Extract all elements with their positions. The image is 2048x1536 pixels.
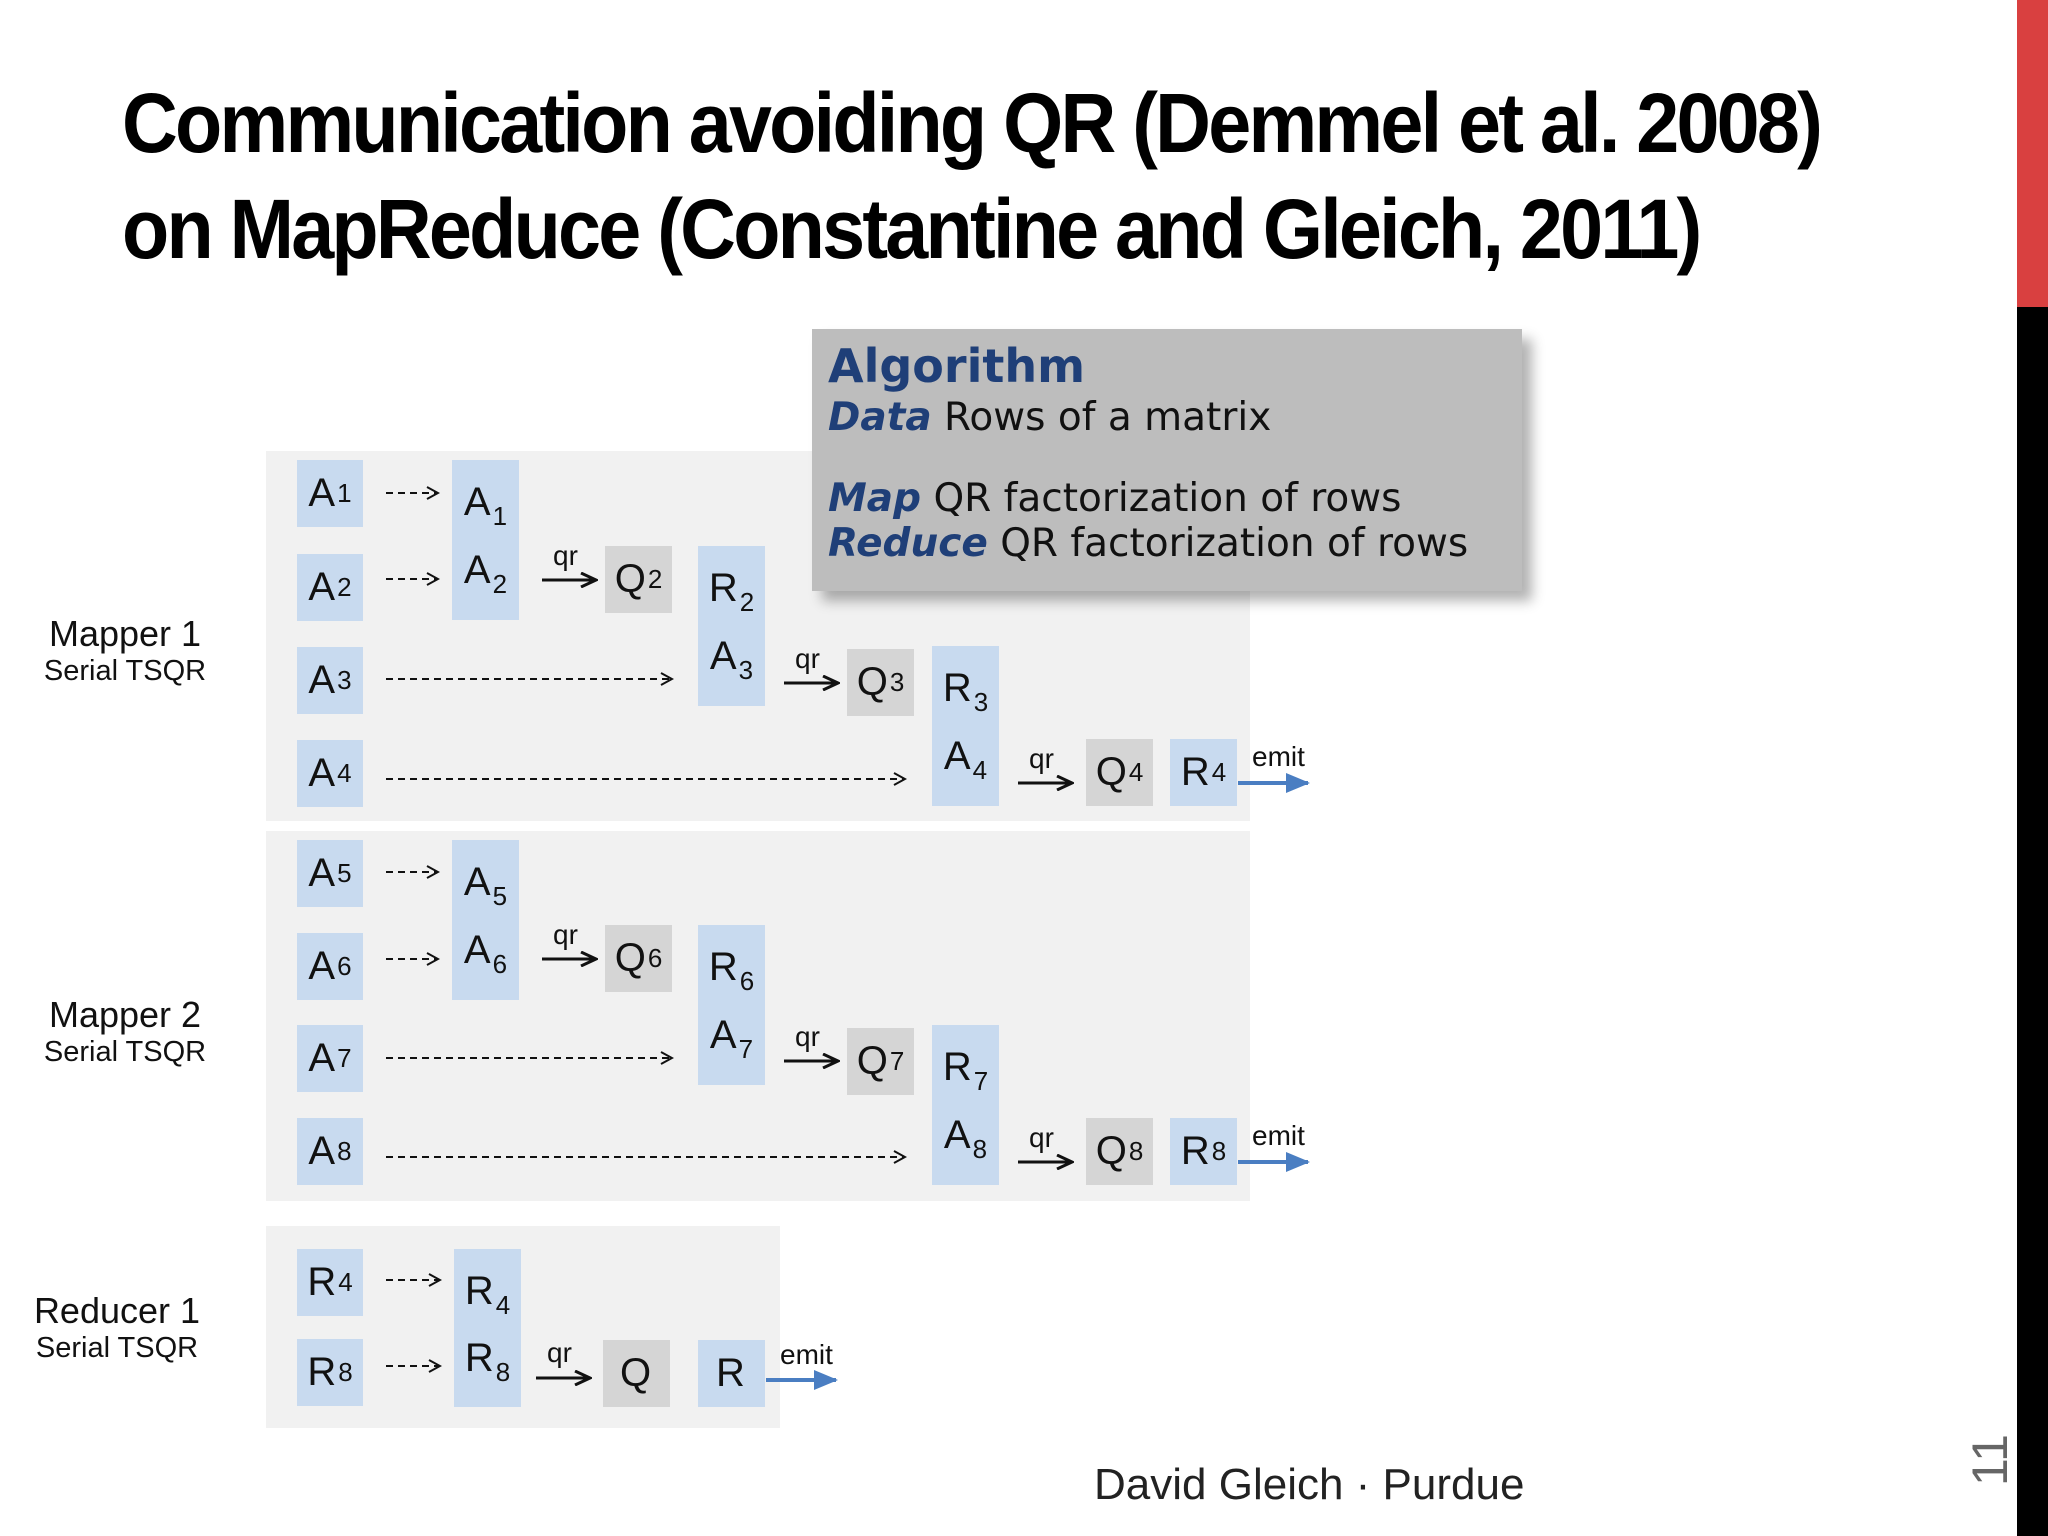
- algorithm-line-data: Data Rows of a matrix: [828, 395, 1272, 440]
- stage-label-reducer-1: Reducer 1 Serial TSQR: [12, 1290, 222, 1365]
- stage-subtitle: Serial TSQR: [35, 1332, 199, 1364]
- emit-label: emit: [1252, 741, 1305, 772]
- stacked-block: R6 A7: [698, 925, 765, 1085]
- emit-label: emit: [780, 1339, 833, 1370]
- algorithm-line-map: Map QR factorization of rows: [828, 476, 1402, 521]
- stage-name: Mapper 1: [48, 613, 202, 654]
- footer-credit: David Gleich · Purdue: [1094, 1460, 1525, 1509]
- qr-label: qr: [547, 1337, 572, 1368]
- algorithm-line-reduce: Reduce QR factorization of rows: [828, 521, 1469, 566]
- stage-name: Reducer 1: [33, 1290, 201, 1331]
- title-line-1: Communication avoiding QR (Demmel et al.…: [122, 76, 1823, 170]
- stacked-block: R2 A3: [698, 546, 765, 706]
- stacked-block: R3 A4: [932, 646, 999, 806]
- qr-label: qr: [553, 540, 578, 571]
- accent-bar-red: [2017, 0, 2048, 307]
- stage-subtitle: Serial TSQR: [43, 1036, 207, 1068]
- stage-subtitle: Serial TSQR: [43, 655, 207, 687]
- emit-label: emit: [1252, 1120, 1305, 1151]
- stage-name: Mapper 2: [48, 994, 202, 1035]
- qr-label: qr: [795, 643, 820, 674]
- accent-bar-black: [2017, 307, 2048, 1536]
- stacked-block: A5 A6: [452, 840, 519, 1000]
- stage-label-mapper-1: Mapper 1 Serial TSQR: [20, 613, 230, 688]
- r-factor-block: R: [698, 1340, 765, 1407]
- slide-title: Communication avoiding QR (Demmel et al.…: [122, 70, 1823, 282]
- qr-label: qr: [795, 1021, 820, 1052]
- stacked-block: A1 A2: [452, 460, 519, 620]
- algorithm-heading: Algorithm: [828, 339, 1086, 393]
- stacked-block: R7 A8: [932, 1025, 999, 1185]
- title-line-2: on MapReduce (Constantine and Gleich, 20…: [122, 182, 1702, 276]
- qr-label: qr: [1029, 1122, 1054, 1153]
- qr-label: qr: [1029, 743, 1054, 774]
- qr-label: qr: [553, 919, 578, 950]
- stage-label-mapper-2: Mapper 2 Serial TSQR: [20, 994, 230, 1069]
- algorithm-callout: Algorithm Data Rows of a matrix Map QR f…: [812, 329, 1522, 591]
- stacked-block: R4 R8: [454, 1249, 521, 1407]
- q-factor-block: Q: [603, 1340, 670, 1407]
